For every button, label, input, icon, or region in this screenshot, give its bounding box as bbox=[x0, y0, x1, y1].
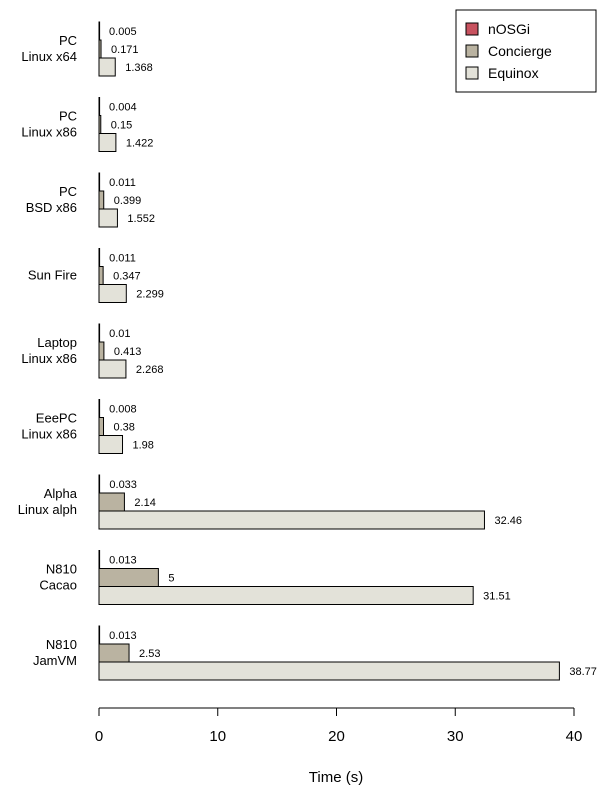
category-label: Cacao bbox=[39, 578, 77, 593]
bar-value-label: 0.011 bbox=[109, 253, 136, 265]
bar-equinox-2 bbox=[98, 208, 118, 228]
x-tick-label: 0 bbox=[95, 728, 103, 745]
bar-value-label: 1.422 bbox=[126, 138, 154, 150]
bar-equinox-7 bbox=[98, 586, 474, 605]
bar-nosgi-0 bbox=[98, 21, 101, 41]
category-label: Linux x64 bbox=[21, 49, 77, 64]
legend-swatch-concierge bbox=[465, 44, 479, 58]
category-label: Linux x86 bbox=[21, 427, 77, 442]
bar-value-label: 0.413 bbox=[114, 346, 142, 358]
bar-equinox-4 bbox=[98, 359, 127, 379]
bar-value-label: 2.299 bbox=[136, 289, 164, 301]
bar-equinox-3 bbox=[98, 284, 127, 303]
bar-value-label: 0.399 bbox=[114, 195, 142, 207]
bar-value-label: 0.013 bbox=[109, 555, 137, 567]
bar-value-label: 0.013 bbox=[109, 630, 137, 642]
bar-equinox-1 bbox=[98, 133, 117, 152]
bar-value-label: 0.005 bbox=[109, 26, 137, 38]
bar-value-label: 0.008 bbox=[109, 404, 137, 416]
bar-nosgi-3 bbox=[98, 248, 101, 267]
category-label: Laptop bbox=[37, 335, 77, 350]
x-tick-label: 30 bbox=[447, 728, 464, 745]
x-axis-title: Time (s) bbox=[309, 769, 363, 786]
legend-label: Equinox bbox=[488, 65, 539, 81]
bar-equinox-5 bbox=[98, 435, 124, 454]
bar-value-label: 38.77 bbox=[569, 666, 597, 678]
bar-concierge-0 bbox=[98, 39, 102, 59]
legend: nOSGi Concierge Equinox bbox=[455, 9, 597, 93]
bar-nosgi-6 bbox=[98, 474, 101, 494]
category-label: BSD x86 bbox=[26, 200, 77, 215]
bar-value-label: 2.268 bbox=[136, 364, 164, 376]
category-label: JamVM bbox=[33, 653, 77, 668]
bar-value-label: 32.46 bbox=[494, 515, 522, 527]
bar-value-label: 0.347 bbox=[113, 271, 141, 283]
category-label: Sun Fire bbox=[28, 268, 77, 283]
legend-swatch-equinox bbox=[465, 66, 479, 80]
category-label: PC bbox=[59, 33, 77, 48]
bar-concierge-3 bbox=[98, 266, 104, 285]
bar-nosgi-5 bbox=[98, 399, 101, 418]
category-label: Linux x86 bbox=[21, 125, 77, 140]
legend-label: nOSGi bbox=[488, 21, 530, 37]
category-label: Alpha bbox=[44, 486, 78, 501]
category-label: Linux x86 bbox=[21, 351, 77, 366]
bar-value-label: 2.53 bbox=[139, 648, 160, 660]
bar-nosgi-4 bbox=[98, 323, 101, 343]
bar-nosgi-8 bbox=[98, 625, 101, 645]
bars-layer bbox=[98, 21, 560, 681]
bar-value-label: 1.98 bbox=[133, 440, 154, 452]
bar-concierge-8 bbox=[98, 643, 130, 663]
x-tick-label: 20 bbox=[328, 728, 345, 745]
bar-concierge-2 bbox=[98, 190, 105, 210]
category-label: Linux alph bbox=[18, 502, 77, 517]
bar-value-label: 5 bbox=[168, 573, 174, 585]
bar-nosgi-7 bbox=[98, 550, 101, 569]
bar-value-label: 0.15 bbox=[111, 120, 132, 132]
legend-label: Concierge bbox=[488, 43, 552, 59]
bar-value-label: 0.38 bbox=[114, 422, 135, 434]
x-tick-label: 10 bbox=[209, 728, 226, 745]
category-label: N810 bbox=[46, 637, 77, 652]
legend-box bbox=[455, 9, 597, 93]
bar-value-label: 1.552 bbox=[127, 213, 155, 225]
bar-value-label: 1.368 bbox=[125, 62, 153, 74]
bar-equinox-8 bbox=[98, 661, 560, 681]
bar-equinox-6 bbox=[98, 510, 485, 530]
bar-equinox-0 bbox=[98, 57, 116, 77]
bar-concierge-4 bbox=[98, 341, 105, 361]
bar-value-label: 0.171 bbox=[111, 44, 139, 56]
bar-nosgi-1 bbox=[98, 97, 101, 116]
bar-nosgi-2 bbox=[98, 172, 101, 192]
category-label: EeePC bbox=[36, 411, 77, 426]
bar-concierge-1 bbox=[98, 115, 102, 134]
bar-value-label: 0.004 bbox=[109, 102, 137, 114]
bar-value-label: 2.14 bbox=[134, 497, 155, 509]
bar-concierge-5 bbox=[98, 417, 105, 436]
bar-value-label: 0.033 bbox=[109, 479, 137, 491]
x-axis: 0 10 20 30 40 bbox=[95, 707, 583, 745]
legend-swatch-nosgi bbox=[465, 22, 479, 36]
category-label: PC bbox=[59, 109, 77, 124]
bar-value-label: 0.011 bbox=[109, 177, 136, 189]
x-tick-label: 40 bbox=[566, 728, 583, 745]
category-label: N810 bbox=[46, 562, 77, 577]
bar-value-label: 31.51 bbox=[483, 591, 511, 603]
bar-concierge-6 bbox=[98, 492, 125, 512]
bar-concierge-7 bbox=[98, 568, 159, 587]
bar-value-label: 0.01 bbox=[109, 328, 130, 340]
category-label: PC bbox=[59, 184, 77, 199]
